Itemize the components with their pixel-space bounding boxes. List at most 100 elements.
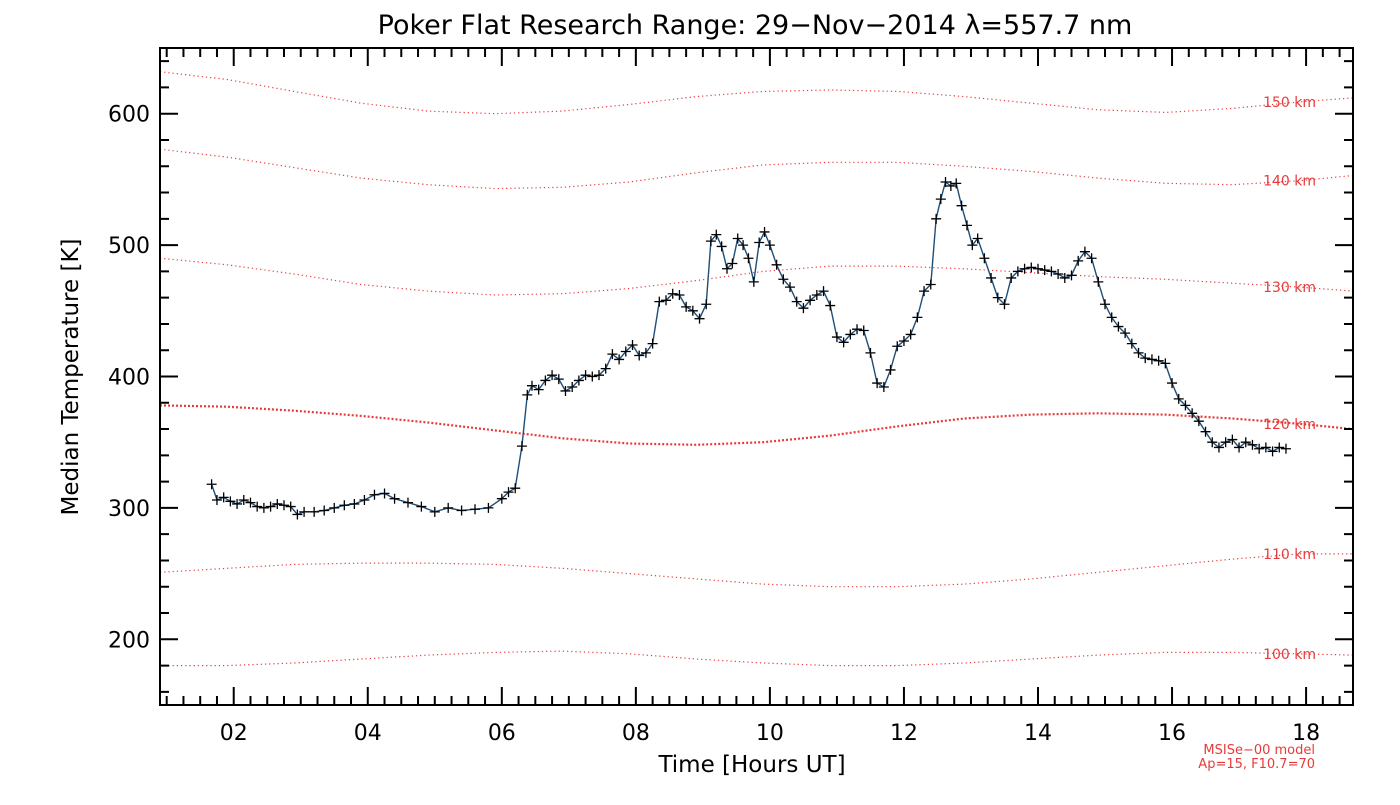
data-point (771, 259, 782, 270)
data-point (743, 253, 754, 264)
data-point (687, 305, 698, 316)
reference-curve (159, 148, 1354, 190)
data-point (1187, 408, 1198, 419)
data-point (1026, 262, 1037, 273)
series-line (210, 180, 1287, 516)
data-point (674, 290, 685, 301)
data-point (811, 290, 822, 301)
data-point (1173, 393, 1184, 404)
data-point (339, 500, 350, 511)
data-point (1220, 437, 1231, 448)
data-point (496, 493, 507, 504)
data-point (1039, 265, 1050, 276)
data-point (979, 253, 990, 264)
data-point (748, 276, 759, 287)
y-axis-label: Median Temperature [K] (58, 239, 84, 516)
data-point (232, 498, 243, 509)
data-point (389, 493, 400, 504)
data-point (858, 325, 869, 336)
data-point (429, 506, 440, 517)
reference-label: 150 km (1263, 95, 1316, 111)
reference-curve (160, 650, 1354, 667)
data-point (1086, 253, 1097, 264)
data-point (764, 240, 775, 251)
data-point (640, 347, 651, 358)
data-point (892, 341, 903, 352)
data-point (1059, 272, 1070, 283)
data-point (560, 385, 571, 396)
x-tick-labels: 02 04 06 08 10 12 14 16 18 (220, 721, 1320, 746)
data-point (1032, 263, 1043, 274)
data-point (369, 489, 380, 500)
data-point (1046, 266, 1057, 277)
data-point (898, 336, 909, 347)
reference-label: 130 km (1263, 280, 1316, 296)
data-point (818, 286, 829, 297)
data-point (1153, 355, 1164, 366)
data-point (522, 389, 533, 400)
data-point (533, 384, 544, 395)
y-tick-label: 400 (108, 366, 150, 391)
data-point (722, 263, 733, 274)
data-point (416, 501, 427, 512)
data-point (1247, 439, 1258, 450)
data-point (716, 241, 727, 252)
data-point (754, 237, 765, 248)
data-point (831, 332, 842, 343)
data-point (1280, 443, 1291, 454)
data-point (681, 301, 692, 312)
data-point (1167, 378, 1178, 389)
y-tick-label: 200 (108, 628, 150, 653)
data-point (319, 505, 330, 516)
y-tick-labels: 200 300 400 500 600 (108, 103, 150, 654)
data-point (986, 272, 997, 283)
data-point (587, 371, 598, 382)
data-point (443, 502, 454, 513)
model-note-line-2: Ap=15, F10.7=70 (1198, 757, 1315, 772)
data-point (972, 233, 983, 244)
data-point (825, 300, 836, 311)
data-point (329, 502, 340, 513)
data-point (470, 504, 481, 515)
data-point (607, 349, 618, 360)
data-point (791, 296, 802, 307)
data-point (510, 483, 521, 494)
data-point (1066, 270, 1077, 281)
x-tick-label: 10 (756, 721, 784, 746)
data-point (1100, 299, 1111, 310)
data-point (1160, 358, 1171, 369)
data-point (935, 194, 946, 205)
data-point (1019, 263, 1030, 274)
data-point (456, 505, 467, 516)
data-point (727, 258, 738, 269)
data-point (1254, 443, 1265, 454)
y-tick-label: 300 (108, 497, 150, 522)
data-point (778, 274, 789, 285)
x-tick-label: 02 (220, 721, 248, 746)
reference-curves (159, 71, 1354, 667)
data-point (951, 178, 962, 189)
data-point (238, 495, 249, 506)
x-tick-label: 04 (354, 721, 382, 746)
data-point (931, 213, 942, 224)
data-point (402, 497, 413, 508)
data-point (526, 380, 537, 391)
data-point (503, 487, 514, 498)
plot-frame (159, 47, 1354, 706)
data-point (272, 498, 283, 509)
reference-label: 110 km (1263, 547, 1316, 563)
data-point (865, 347, 876, 358)
reference-curve (159, 404, 1354, 446)
data-point (218, 492, 229, 503)
data-point (1234, 442, 1245, 453)
y-tick-label: 600 (108, 103, 150, 128)
data-point (265, 501, 276, 512)
data-point (912, 312, 923, 323)
data-point (798, 303, 809, 314)
data-point (359, 495, 370, 506)
data-point (1260, 442, 1271, 453)
data-point (852, 324, 863, 335)
data-point (992, 292, 1003, 303)
